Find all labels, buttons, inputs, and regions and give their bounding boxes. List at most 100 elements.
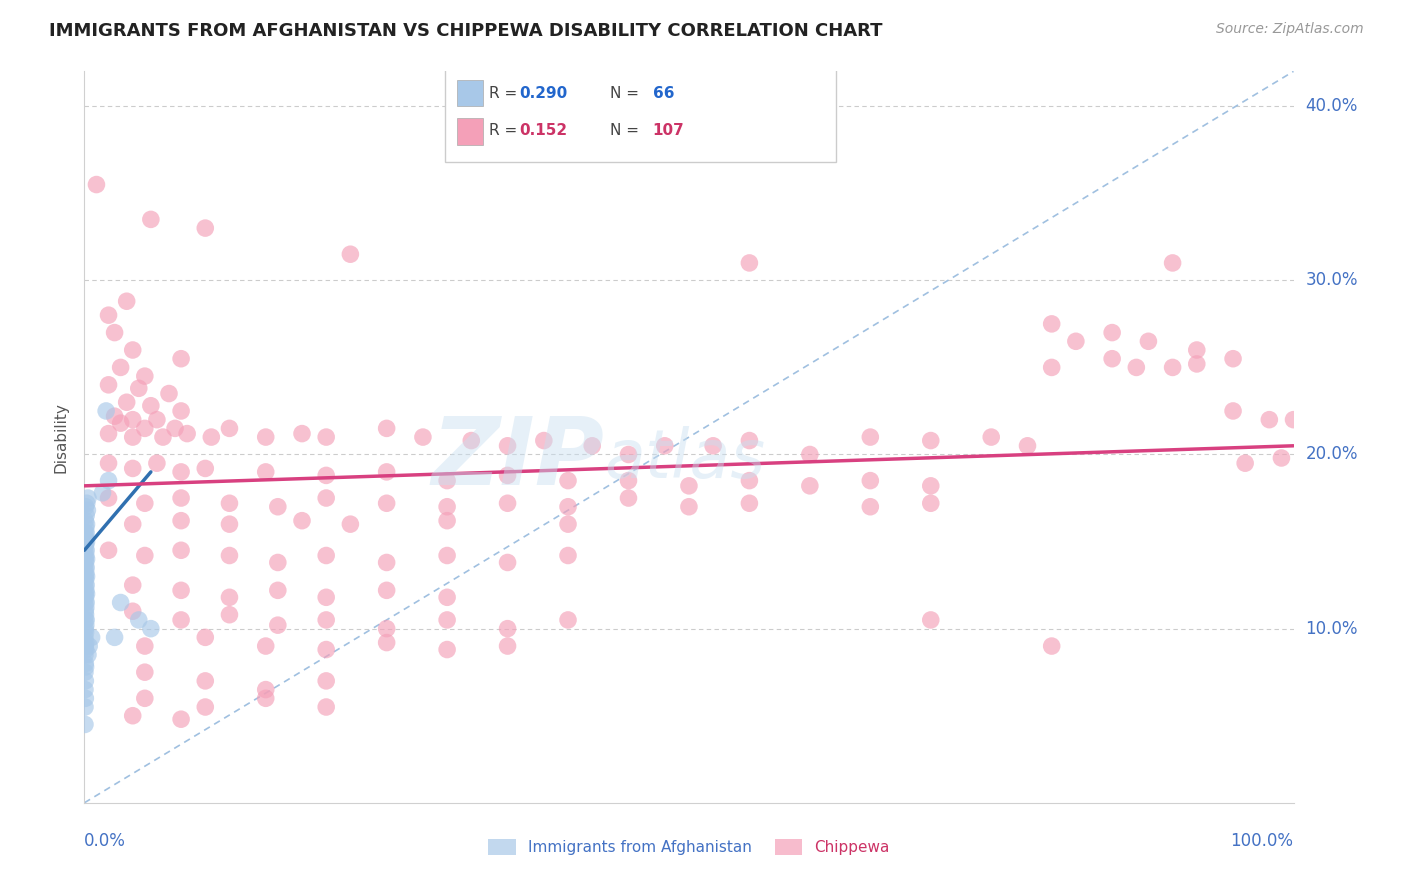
Point bbox=[557, 549, 579, 563]
Point bbox=[146, 456, 169, 470]
Text: atlas: atlas bbox=[605, 426, 765, 492]
Point bbox=[75, 600, 97, 615]
Point bbox=[121, 578, 143, 592]
Point bbox=[980, 430, 1002, 444]
Point bbox=[73, 525, 96, 540]
Point bbox=[115, 395, 138, 409]
Point bbox=[339, 517, 361, 532]
Point bbox=[920, 434, 942, 448]
Point bbox=[115, 294, 138, 309]
Point bbox=[194, 631, 217, 645]
Point bbox=[76, 552, 98, 566]
Point bbox=[97, 474, 120, 488]
Point bbox=[75, 639, 97, 653]
Point bbox=[75, 531, 97, 545]
Point bbox=[134, 496, 156, 510]
Text: 0.290: 0.290 bbox=[520, 86, 568, 101]
Point bbox=[1161, 360, 1184, 375]
FancyBboxPatch shape bbox=[444, 64, 837, 162]
Point bbox=[75, 508, 97, 523]
Point bbox=[73, 700, 96, 714]
Point bbox=[104, 409, 127, 424]
Point bbox=[702, 439, 724, 453]
Point bbox=[76, 534, 98, 549]
Point bbox=[75, 556, 97, 570]
Point bbox=[315, 673, 337, 688]
Point bbox=[73, 543, 96, 558]
Legend: Immigrants from Afghanistan, Chippewa: Immigrants from Afghanistan, Chippewa bbox=[482, 833, 896, 861]
Point bbox=[76, 569, 98, 583]
Point bbox=[375, 496, 398, 510]
Point bbox=[375, 421, 398, 435]
Point bbox=[315, 700, 337, 714]
Point bbox=[218, 591, 240, 605]
Text: IMMIGRANTS FROM AFGHANISTAN VS CHIPPEWA DISABILITY CORRELATION CHART: IMMIGRANTS FROM AFGHANISTAN VS CHIPPEWA … bbox=[49, 22, 883, 40]
Point bbox=[75, 534, 97, 549]
Point bbox=[738, 434, 761, 448]
Text: 10.0%: 10.0% bbox=[1306, 620, 1358, 638]
Point bbox=[738, 474, 761, 488]
Point bbox=[678, 479, 700, 493]
Point bbox=[267, 500, 290, 514]
Point bbox=[496, 639, 519, 653]
Point bbox=[170, 583, 193, 598]
Text: ZIP: ZIP bbox=[432, 413, 605, 505]
Point bbox=[436, 474, 458, 488]
Point bbox=[75, 583, 97, 598]
Point bbox=[1125, 360, 1147, 375]
Point bbox=[121, 461, 143, 475]
Point bbox=[110, 595, 132, 609]
Point bbox=[859, 474, 882, 488]
Text: N =: N = bbox=[610, 86, 644, 101]
Point bbox=[73, 648, 96, 662]
Point bbox=[75, 604, 97, 618]
Point bbox=[557, 474, 579, 488]
Point bbox=[1185, 357, 1208, 371]
Point bbox=[75, 500, 97, 514]
Bar bbox=[457, 80, 484, 106]
Text: 0.0%: 0.0% bbox=[84, 832, 127, 850]
Point bbox=[496, 439, 519, 453]
Point bbox=[678, 500, 700, 514]
Point bbox=[75, 657, 97, 671]
Point bbox=[121, 517, 143, 532]
Point bbox=[1282, 412, 1305, 426]
Point bbox=[654, 439, 676, 453]
Point bbox=[76, 503, 98, 517]
Point bbox=[170, 712, 193, 726]
Point bbox=[146, 412, 169, 426]
Point bbox=[218, 607, 240, 622]
Point bbox=[73, 613, 96, 627]
Point bbox=[291, 426, 314, 441]
Point bbox=[75, 560, 97, 574]
Point bbox=[170, 514, 193, 528]
Point bbox=[315, 613, 337, 627]
Point bbox=[496, 468, 519, 483]
Point bbox=[75, 591, 97, 605]
Point bbox=[75, 578, 97, 592]
Point bbox=[165, 421, 187, 435]
Point bbox=[375, 556, 398, 570]
Point bbox=[194, 461, 217, 475]
Point bbox=[254, 682, 277, 697]
Point bbox=[557, 517, 579, 532]
Point bbox=[194, 673, 217, 688]
Point bbox=[134, 665, 156, 680]
Point bbox=[738, 256, 761, 270]
Point bbox=[91, 485, 114, 500]
Point bbox=[200, 430, 222, 444]
Point bbox=[436, 514, 458, 528]
Point bbox=[1161, 256, 1184, 270]
Point bbox=[496, 496, 519, 510]
Text: 0.152: 0.152 bbox=[520, 123, 568, 138]
Point bbox=[218, 421, 240, 435]
Point bbox=[75, 552, 97, 566]
Point bbox=[134, 369, 156, 384]
Point bbox=[76, 517, 98, 532]
Point bbox=[1270, 450, 1292, 465]
Point bbox=[375, 635, 398, 649]
Point bbox=[75, 595, 97, 609]
Point bbox=[97, 456, 120, 470]
Point bbox=[134, 639, 156, 653]
Point bbox=[170, 613, 193, 627]
